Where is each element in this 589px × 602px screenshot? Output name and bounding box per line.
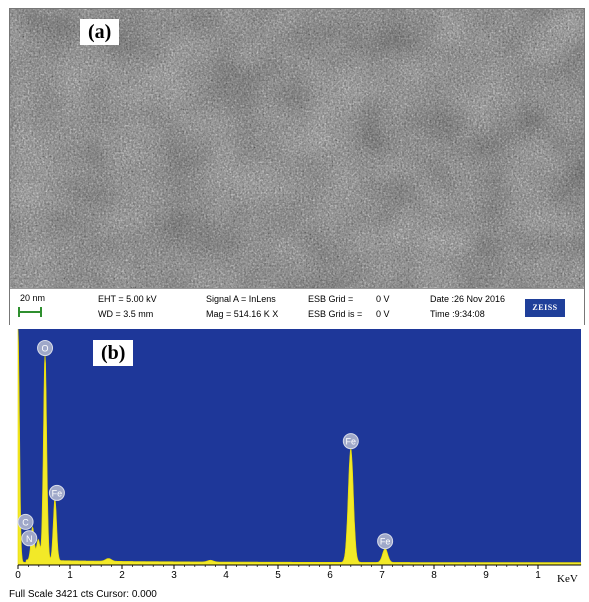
wd-value: WD = 3.5 mm <box>98 309 154 319</box>
x-tick-label: 7 <box>379 570 385 581</box>
x-tick-label: 8 <box>431 570 437 581</box>
time-value: Time :9:34:08 <box>430 309 485 319</box>
x-tick-label: 1 <box>535 570 541 581</box>
sem-micrograph <box>10 9 584 288</box>
peak-label-fe: Fe <box>346 437 357 447</box>
eht-value: EHT = 5.00 kV <box>98 294 157 304</box>
peak-marker-n <box>21 530 38 547</box>
plot-background <box>18 329 581 565</box>
x-tick-label: 6 <box>327 570 333 581</box>
scale-bar-tick <box>40 307 42 317</box>
panel-label-a: (a) <box>80 19 120 45</box>
spectrum-series <box>17 328 582 566</box>
esb-grid-is-label: ESB Grid is = <box>308 309 363 319</box>
x-axis-unit: KeV <box>557 573 578 585</box>
peak-marker-o <box>37 340 54 357</box>
eds-spectrum: 0 1 2 3 4 5 6 7 8 9 1 CN O Fe Fe Fe <box>15 328 582 581</box>
peak-label-c: C <box>22 517 29 527</box>
peak-label-n: N <box>26 534 32 544</box>
x-tick-label: 9 <box>483 570 489 581</box>
panel-label-b: (b) <box>93 340 134 366</box>
eds-panel: 0 1 2 3 4 5 6 7 8 9 1 C N O Fe Fe Fe (b) KeV Full Scale … <box>9 327 585 600</box>
x-tick-label: 3 <box>171 570 177 581</box>
peak-marker-fe <box>377 533 394 550</box>
peak-label-fe: Fe <box>380 537 391 547</box>
x-tick-label: 1 <box>67 570 73 581</box>
esb-grid-value: 0 V <box>376 294 390 304</box>
esb-grid-is-value: 0 V <box>376 309 390 319</box>
x-tick-label: 5 <box>275 570 281 581</box>
sem-panel: (a) 20 nm EHT = 5.00 kV WD = 3.5 mm Sign… <box>9 8 585 325</box>
zeiss-logo: ZEISS <box>525 299 565 317</box>
x-tick-label: 0 <box>15 570 21 581</box>
peak-marker-fe <box>48 484 65 501</box>
sem-info-bar: 20 nm EHT = 5.00 kV WD = 3.5 mm Signal A… <box>10 288 584 325</box>
mag-value: Mag = 514.16 K X <box>206 309 279 319</box>
spectrum-footer: Full Scale 3421 cts Cursor: 0.000 <box>9 589 157 600</box>
signal-value: Signal A = InLens <box>206 294 276 304</box>
scale-bar <box>18 311 42 313</box>
peak-marker-c <box>17 513 34 530</box>
x-tick-label: 2 <box>119 570 125 581</box>
esb-grid-label: ESB Grid = <box>308 294 354 304</box>
x-tick-label: 4 <box>223 570 229 581</box>
scale-bar-label: 20 nm <box>20 293 46 303</box>
peak-label-fe: Fe <box>52 488 63 498</box>
peak-marker-fe <box>342 433 359 450</box>
date-value: Date :26 Nov 2016 <box>430 294 506 304</box>
peak-label-o: O <box>42 344 49 354</box>
